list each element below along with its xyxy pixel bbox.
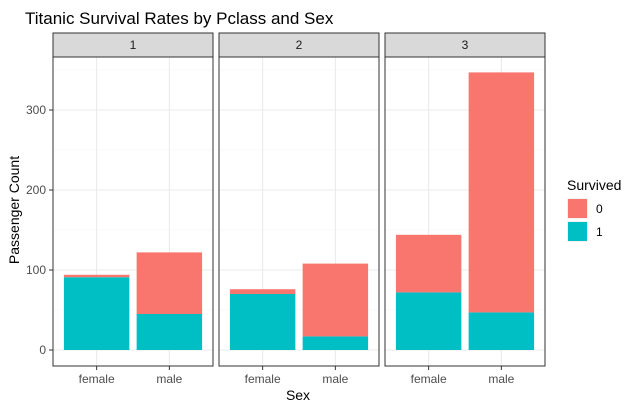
legend-title: Survived <box>567 177 621 193</box>
x-tick-label: female <box>245 372 281 386</box>
panel-border <box>52 56 214 367</box>
bar-survived-1 <box>468 312 535 350</box>
bar-survived-0 <box>229 289 296 294</box>
x-tick-label: female <box>411 372 447 386</box>
bar-survived-0 <box>63 274 130 278</box>
bar-survived-1 <box>395 292 462 350</box>
panel-border <box>218 56 380 367</box>
panel-border <box>384 56 546 367</box>
bar-survived-0 <box>136 252 203 314</box>
legend-key <box>568 199 587 218</box>
bar-survived-0 <box>395 234 462 293</box>
facet-strip <box>52 32 214 58</box>
y-tick-label: 100 <box>26 263 46 277</box>
x-tick-label: female <box>79 372 115 386</box>
facet-strip <box>384 32 546 58</box>
facet-label: 1 <box>130 38 137 52</box>
y-tick-label: 300 <box>26 103 46 117</box>
bar-survived-1 <box>302 336 369 350</box>
x-axis-label: Sex <box>286 387 310 403</box>
legend-label: 0 <box>596 202 603 216</box>
bar-survived-0 <box>302 263 369 337</box>
bar-survived-1 <box>136 314 203 350</box>
legend-key <box>568 222 587 241</box>
facet-label: 2 <box>296 38 303 52</box>
chart-title: Titanic Survival Rates by Pclass and Sex <box>25 9 334 28</box>
x-tick-label: male <box>488 372 514 386</box>
facet-label: 3 <box>462 38 469 52</box>
x-tick-label: male <box>156 372 182 386</box>
y-tick-label: 0 <box>39 343 46 357</box>
x-tick-label: male <box>322 372 348 386</box>
bar-survived-1 <box>229 294 296 350</box>
y-tick-label: 200 <box>26 183 46 197</box>
y-axis-label: Passenger Count <box>6 156 22 264</box>
legend-label: 1 <box>596 225 603 239</box>
bar-survived-1 <box>63 277 130 350</box>
bar-survived-0 <box>468 72 535 313</box>
